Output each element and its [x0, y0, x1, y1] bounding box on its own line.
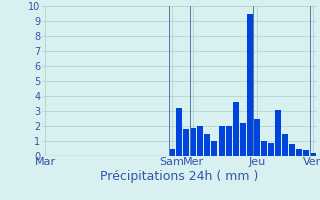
Bar	[197, 126, 204, 156]
Bar	[247, 14, 253, 156]
Bar	[303, 150, 309, 156]
Bar	[275, 110, 281, 156]
Bar	[289, 144, 295, 156]
X-axis label: Précipitations 24h ( mm ): Précipitations 24h ( mm )	[100, 170, 258, 183]
Bar	[219, 126, 225, 156]
Bar	[176, 108, 182, 156]
Bar	[190, 128, 196, 156]
Bar	[212, 141, 218, 156]
Bar	[310, 153, 316, 156]
Bar	[282, 134, 288, 156]
Bar	[226, 126, 232, 156]
Bar	[240, 123, 246, 156]
Bar	[204, 134, 211, 156]
Bar	[233, 102, 239, 156]
Bar	[296, 148, 302, 156]
Bar	[169, 148, 175, 156]
Bar	[268, 142, 274, 156]
Bar	[183, 129, 189, 156]
Bar	[261, 141, 267, 156]
Bar	[254, 118, 260, 156]
